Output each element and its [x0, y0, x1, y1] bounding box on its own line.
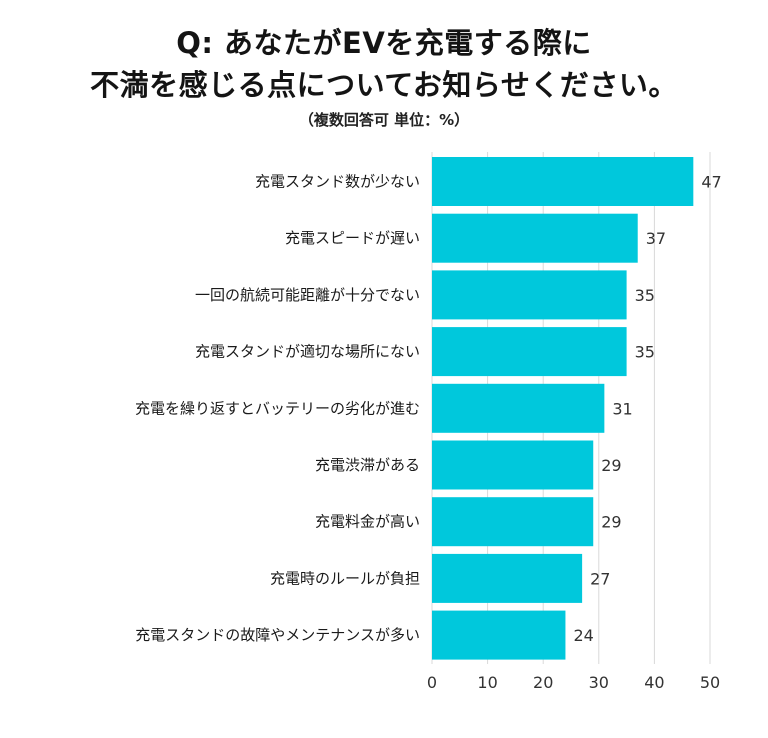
- x-tick-label-10: 10: [477, 673, 497, 692]
- bar-6: [432, 497, 594, 547]
- category-label-2: 一回の航続可能距離が十分でない: [195, 286, 420, 304]
- chart-title-line-2: 不満を感じる点についてお知らせください。: [90, 68, 678, 102]
- category-label-1: 充電スピードが遅い: [285, 229, 420, 247]
- value-label-0: 47: [701, 173, 721, 192]
- bar-7: [432, 553, 583, 603]
- category-label-4: 充電を繰り返すとバッテリーの劣化が進む: [135, 399, 420, 417]
- chart-subtitle: （複数回答可 単位：%）: [298, 111, 470, 129]
- category-label-6: 充電料金が高い: [315, 513, 420, 531]
- bar-layer: [432, 157, 694, 660]
- value-label-7: 27: [590, 569, 610, 588]
- x-tick-label-30: 30: [589, 673, 609, 692]
- bar-2: [432, 270, 627, 320]
- bar-0: [432, 157, 694, 206]
- bar-3: [432, 327, 627, 377]
- bar-5: [432, 440, 594, 490]
- value-label-2: 35: [635, 286, 655, 305]
- bar-1: [432, 213, 638, 263]
- value-label-3: 35: [635, 343, 655, 362]
- chart-title-line-1: Q: あなたがEVを充電する際に: [176, 26, 592, 60]
- value-label-1: 37: [646, 229, 666, 248]
- x-tick-label-50: 50: [700, 673, 720, 692]
- value-label-5: 29: [601, 456, 621, 475]
- value-label-8: 24: [573, 626, 593, 645]
- chart-title-block: Q: あなたがEVを充電する際に 不満を感じる点についてお知らせください。 （複…: [0, 22, 768, 132]
- category-label-5: 充電渋滞がある: [315, 456, 420, 474]
- category-label-3: 充電スタンドが適切な場所にない: [195, 343, 420, 361]
- x-tick-label-0: 0: [427, 673, 437, 692]
- x-tick-label-40: 40: [644, 673, 664, 692]
- category-label-0: 充電スタンド数が少ない: [255, 173, 420, 191]
- label-layer: 充電スタンド数が少ない 47 充電スピードが遅い 37 一回の航続可能距離が十分でない 3…: [135, 173, 722, 646]
- bar-8: [432, 610, 566, 660]
- value-label-6: 29: [601, 513, 621, 532]
- x-tick-label-20: 20: [533, 673, 553, 692]
- bar-4: [432, 383, 605, 433]
- category-label-8: 充電スタンドの故障やメンテナンスが多い: [135, 626, 420, 644]
- value-label-4: 31: [612, 399, 632, 418]
- tick-layer: 0 10 20 30 40 50: [427, 673, 720, 692]
- category-label-7: 充電時のルールが負担: [270, 569, 420, 587]
